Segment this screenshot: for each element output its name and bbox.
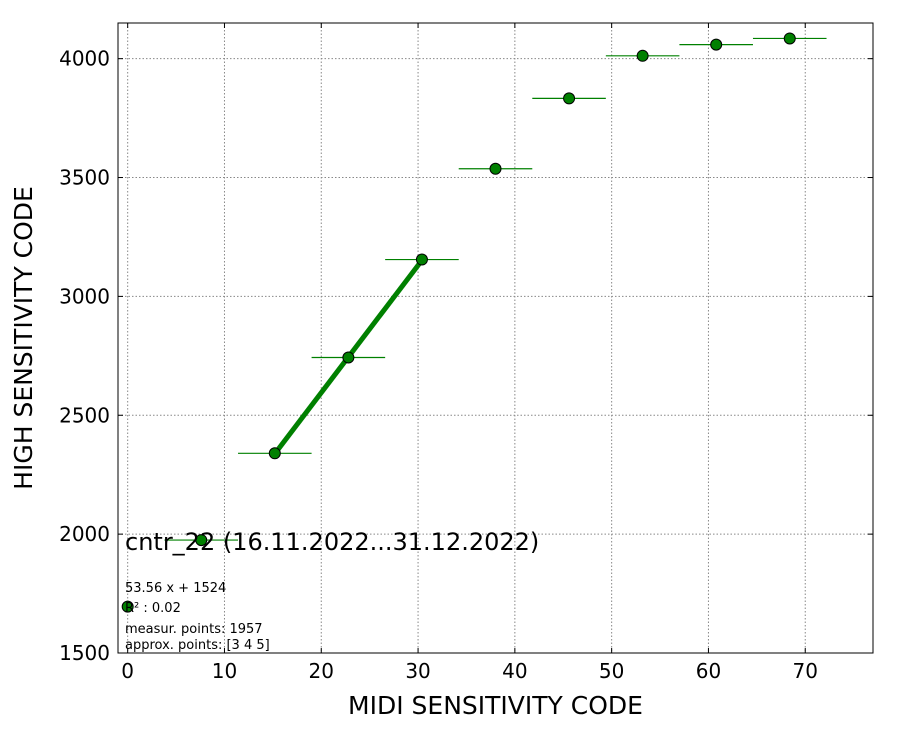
x-tick-label: 60 <box>696 659 721 683</box>
data-point <box>121 600 134 613</box>
y-tick-label: 2000 <box>59 522 110 546</box>
data-point <box>710 38 723 51</box>
x-tick-label: 10 <box>212 659 237 683</box>
y-tick-label: 4000 <box>59 47 110 71</box>
annotation-measured-points: measur. points: 1957 <box>125 622 263 637</box>
data-points <box>121 32 796 613</box>
axis-ticks: 0 10 20 30 40 50 60 70 1500 2000 2500 3000 3500 4000 <box>59 23 873 683</box>
grid <box>118 23 873 654</box>
annotation: cntr_22 (16.11.2022...31.12.2022) 53.56 … <box>125 528 539 653</box>
y-axis-label: HIGH SENSITIVITY CODE <box>9 186 38 490</box>
y-tick-label: 1500 <box>59 641 110 665</box>
x-axis-label: MIDI SENSITIVITY CODE <box>348 691 643 720</box>
annotation-r-squared: R² : 0.02 <box>125 601 181 616</box>
y-tick-label: 3500 <box>59 166 110 190</box>
annotation-approx-points: approx. points: [3 4 5] <box>125 638 270 653</box>
data-point <box>415 253 428 266</box>
annotation-title: cntr_22 (16.11.2022...31.12.2022) <box>125 528 539 556</box>
data-point <box>195 534 208 547</box>
data-point <box>489 162 502 175</box>
y-tick-label: 2500 <box>59 403 110 427</box>
error-bars <box>164 37 827 541</box>
x-tick-label: 70 <box>793 659 818 683</box>
y-tick-label: 3000 <box>59 284 110 308</box>
data-point <box>783 32 796 45</box>
plot-frame <box>117 22 874 654</box>
x-tick-label: 0 <box>121 659 134 683</box>
data-point <box>268 447 281 460</box>
data-point <box>636 49 649 62</box>
data-point <box>342 351 355 364</box>
data-point <box>563 92 576 105</box>
x-tick-label: 30 <box>405 659 430 683</box>
x-tick-label: 20 <box>309 659 334 683</box>
annotation-fit-equation: 53.56 x + 1524 <box>125 581 226 596</box>
x-tick-label: 50 <box>599 659 624 683</box>
x-tick-label: 40 <box>502 659 527 683</box>
